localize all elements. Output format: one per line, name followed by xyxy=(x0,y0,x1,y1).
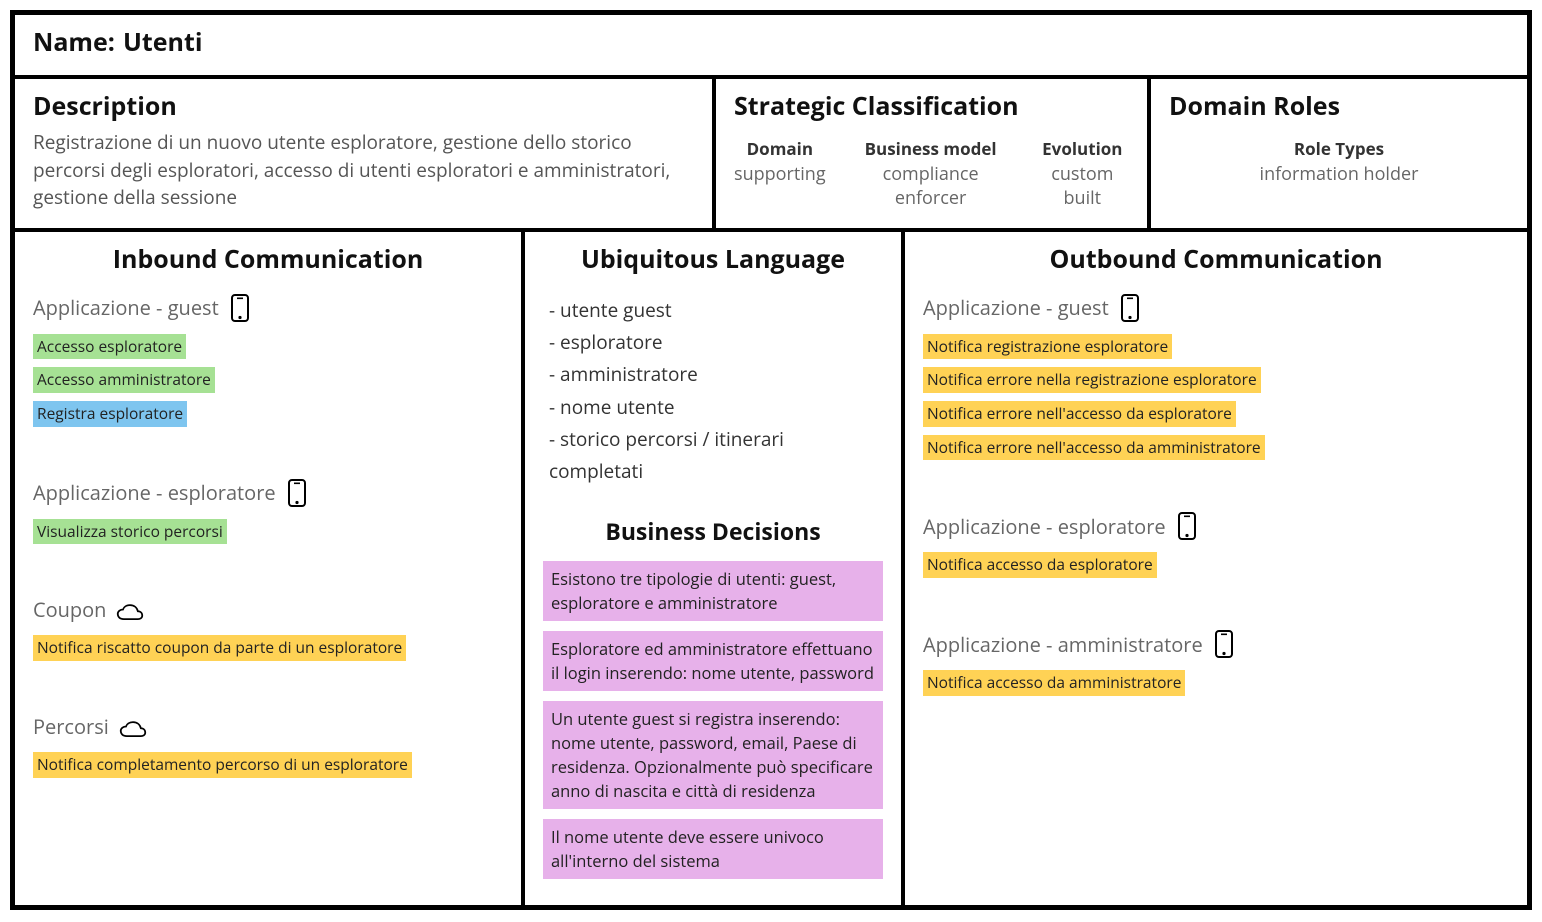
phone-icon xyxy=(1213,630,1235,658)
name-label: Name: xyxy=(33,25,115,59)
phone-icon xyxy=(1176,512,1198,540)
business-decision: Il nome utente deve essere univoco all'i… xyxy=(543,819,883,879)
phone-icon xyxy=(286,479,308,507)
outbound-group-label: Applicazione - esploratore xyxy=(923,512,1509,540)
cell-strategic: Strategic Classification Domain supporti… xyxy=(714,77,1149,230)
outbound-item: Notifica registrazione esploratore xyxy=(923,330,1509,364)
outbound-groups: Applicazione - guest Notifica registrazio… xyxy=(923,294,1509,726)
strategic-header: Business model xyxy=(854,137,1008,160)
ubiquitous-term: - utente guest xyxy=(549,294,877,326)
message-tag: Notifica errore nell'accesso da amminist… xyxy=(923,435,1265,461)
inbound-group-label: Percorsi xyxy=(33,713,503,740)
phone-icon xyxy=(229,294,251,322)
message-tag: Registra esploratore xyxy=(33,401,187,427)
group-label-text: Applicazione - guest xyxy=(33,294,219,321)
outbound-item: Notifica errore nell'accesso da amminist… xyxy=(923,431,1509,465)
roles-value: information holder xyxy=(1169,162,1509,186)
group-label-text: Applicazione - esploratore xyxy=(923,513,1166,540)
business-decision: Un utente guest si registra inserendo: n… xyxy=(543,701,883,809)
message-tag: Notifica riscatto coupon da parte di un … xyxy=(33,635,406,661)
outbound-group-label: Applicazione - guest xyxy=(923,294,1509,322)
decisions-title: Business Decisions xyxy=(543,515,883,547)
description-text: Registrazione di un nuovo utente esplora… xyxy=(33,129,673,212)
roles-block: Role Types information holder xyxy=(1169,137,1509,186)
cloud-icon xyxy=(119,718,147,736)
cell-description: Description Registrazione di un nuovo ut… xyxy=(13,77,714,230)
ubiquitous-term: - storico percorsi / itinerari completat… xyxy=(549,423,877,488)
cell-inbound: Inbound Communication Applicazione - gue… xyxy=(13,230,523,907)
description-title: Description xyxy=(33,89,694,123)
phone-icon xyxy=(1119,294,1141,322)
strategic-value: compliance enforcer xyxy=(854,162,1008,210)
message-tag: Notifica errore nella registrazione espl… xyxy=(923,367,1261,393)
outbound-group-label: Applicazione - amministratore xyxy=(923,630,1509,658)
cell-middle: Ubiquitous Language - utente guest- espl… xyxy=(523,230,903,907)
bounded-context-canvas: Name: Utenti Description Registrazione d… xyxy=(10,10,1532,910)
inbound-title: Inbound Communication xyxy=(33,242,503,276)
outbound-title: Outbound Communication xyxy=(923,242,1509,276)
message-tag: Notifica registrazione esploratore xyxy=(923,334,1172,360)
cell-outbound: Outbound Communication Applicazione - gu… xyxy=(903,230,1529,907)
outbound-item: Notifica accesso da esploratore xyxy=(923,548,1509,582)
name-value: Utenti xyxy=(123,25,202,59)
inbound-item: Visualizza storico percorsi xyxy=(33,515,503,549)
inbound-group-label: Coupon xyxy=(33,596,503,623)
business-decision: Esploratore ed amministratore effettuano… xyxy=(543,631,883,691)
row-communications: Inbound Communication Applicazione - gue… xyxy=(13,230,1529,907)
inbound-item: Accesso amministratore xyxy=(33,363,503,397)
cell-roles: Domain Roles Role Types information hold… xyxy=(1149,77,1529,230)
group-label-text: Percorsi xyxy=(33,713,109,740)
inbound-item: Notifica completamento percorso di un es… xyxy=(33,748,503,782)
ubiquitous-term: - esploratore xyxy=(549,326,877,358)
message-tag: Notifica errore nell'accesso da esplorat… xyxy=(923,401,1236,427)
ubiquitous-title: Ubiquitous Language xyxy=(543,242,883,276)
inbound-group-label: Applicazione - guest xyxy=(33,294,503,322)
group-label-text: Applicazione - esploratore xyxy=(33,479,276,506)
message-tag: Notifica accesso da esploratore xyxy=(923,552,1157,578)
ubiquitous-term: - nome utente xyxy=(549,391,877,423)
decisions-list: Esistono tre tipologie di utenti: guest,… xyxy=(543,561,883,878)
inbound-group-label: Applicazione - esploratore xyxy=(33,479,503,507)
strategic-value: supporting xyxy=(734,162,826,186)
row-meta: Description Registrazione di un nuovo ut… xyxy=(13,77,1529,230)
business-decision: Esistono tre tipologie di utenti: guest,… xyxy=(543,561,883,621)
strategic-col-business: Business model compliance enforcer xyxy=(854,137,1008,210)
cell-name: Name: Utenti xyxy=(13,13,1529,77)
outbound-item: Notifica accesso da amministratore xyxy=(923,666,1509,700)
strategic-header: Evolution xyxy=(1036,137,1129,160)
message-tag: Visualizza storico percorsi xyxy=(33,519,227,545)
inbound-item: Accesso esploratore xyxy=(33,330,503,364)
message-tag: Notifica accesso da amministratore xyxy=(923,670,1185,696)
strategic-columns: Domain supporting Business model complia… xyxy=(734,137,1129,210)
strategic-col-evolution: Evolution custom built xyxy=(1036,137,1129,210)
cloud-icon xyxy=(116,601,144,619)
group-label-text: Applicazione - amministratore xyxy=(923,631,1203,658)
roles-header: Role Types xyxy=(1169,137,1509,160)
message-tag: Accesso esploratore xyxy=(33,334,186,360)
message-tag: Accesso amministratore xyxy=(33,367,215,393)
ubiquitous-term: - amministratore xyxy=(549,358,877,390)
outbound-item: Notifica errore nella registrazione espl… xyxy=(923,363,1509,397)
message-tag: Notifica completamento percorso di un es… xyxy=(33,752,412,778)
ubiquitous-list: - utente guest- esploratore- amministrat… xyxy=(543,294,883,488)
inbound-item: Notifica riscatto coupon da parte di un … xyxy=(33,631,503,665)
group-label-text: Coupon xyxy=(33,596,106,623)
group-label-text: Applicazione - guest xyxy=(923,294,1109,321)
strategic-value: custom built xyxy=(1036,162,1129,210)
strategic-title: Strategic Classification xyxy=(734,89,1129,123)
strategic-col-domain: Domain supporting xyxy=(734,137,826,210)
outbound-item: Notifica errore nell'accesso da esplorat… xyxy=(923,397,1509,431)
inbound-item: Registra esploratore xyxy=(33,397,503,431)
inbound-groups: Applicazione - guest Accesso esploratore A… xyxy=(33,294,503,808)
roles-title: Domain Roles xyxy=(1169,89,1509,123)
strategic-header: Domain xyxy=(734,137,826,160)
row-name: Name: Utenti xyxy=(13,13,1529,77)
